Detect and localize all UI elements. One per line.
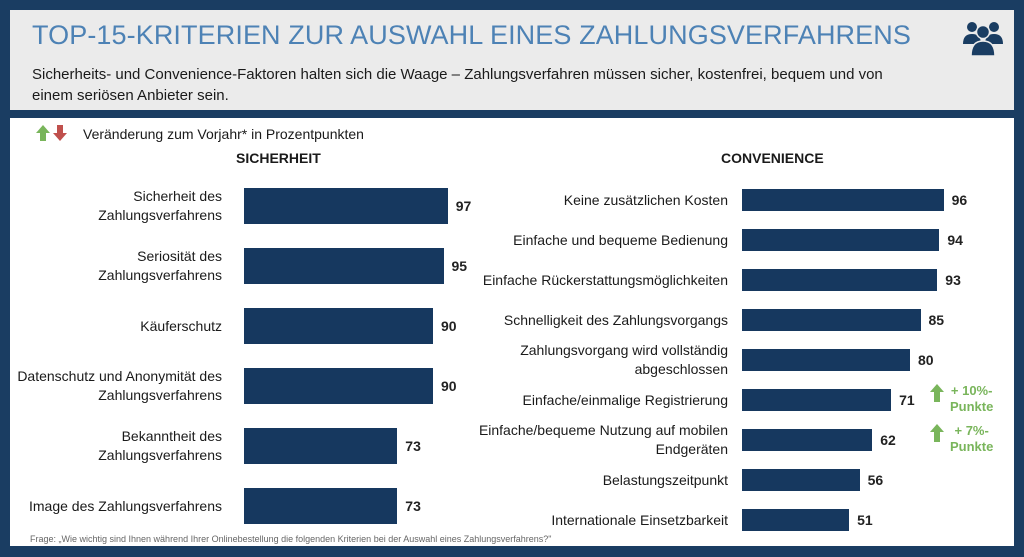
bar <box>244 188 448 224</box>
bar-label: Zahlungsvorgang wird vollständig abgesch… <box>520 342 728 377</box>
bar-value-label: 56 <box>867 472 884 488</box>
bar-label: Bekanntheit des Zahlungsverfahrens <box>98 428 222 463</box>
change-annotation: + 10%- Punkte <box>930 383 993 415</box>
bar-label: Belastungszeitpunkt <box>602 471 728 488</box>
bar <box>244 308 433 344</box>
bar-value-label: 97 <box>455 198 472 214</box>
bar <box>742 509 850 531</box>
bar-label: Einfache/einmalige Registrierung <box>522 391 728 408</box>
chart-title-sicherheit: SICHERHEIT <box>236 150 321 166</box>
bar-label: Käuferschutz <box>140 317 222 334</box>
arrow-down-icon <box>53 125 67 141</box>
arrow-up-icon <box>36 125 50 141</box>
bar <box>742 309 921 331</box>
bar <box>244 248 444 284</box>
bar <box>742 229 940 251</box>
change-value: + 7%- <box>954 423 989 438</box>
page-subtitle: Sicherheits- und Convenience-Faktoren ha… <box>32 66 883 104</box>
bar <box>244 428 398 464</box>
bar-label: Image des Zahlungsverfahrens <box>29 497 222 514</box>
bar <box>742 349 910 371</box>
bar <box>742 429 873 451</box>
bar <box>244 488 398 524</box>
bar-label: Datenschutz und Anonymität des Zahlungsv… <box>17 368 222 403</box>
bar-label: Einfache Rückerstattungsmöglichkeiten <box>482 271 728 288</box>
arrow-up-icon <box>930 384 944 402</box>
bar-value-label: 51 <box>857 512 873 528</box>
bar-value-label: 62 <box>880 432 896 448</box>
bar-label: Sicherheit des Zahlungsverfahrens <box>98 188 222 223</box>
people-group-icon <box>963 22 1003 57</box>
bar-value-label: 80 <box>918 352 934 368</box>
bar-value-label: 94 <box>947 232 963 248</box>
bar-value-label: 71 <box>899 392 915 408</box>
arrow-up-icon <box>930 424 944 442</box>
header-panel: TOP-15-KRITERIEN ZUR AUSWAHL EINES ZAHLU… <box>10 10 1014 110</box>
bar-value-label: 73 <box>405 498 421 514</box>
bar-value-label: 90 <box>441 378 457 394</box>
chart-panel: Veränderung zum Vorjahr* in Prozentpunkt… <box>10 118 1014 546</box>
chart-title-convenience: CONVENIENCE <box>721 150 824 166</box>
bar-label: Internationale Einsetzbarkeit <box>551 511 728 528</box>
bar <box>244 368 433 404</box>
change-annotation: + 7%- Punkte <box>930 423 993 455</box>
bar-label: Keine zusätzlichen Kosten <box>563 191 728 208</box>
bar-value-label: 73 <box>405 438 421 454</box>
bar-value-label: 93 <box>945 272 961 288</box>
bar-value-label: 90 <box>441 318 457 334</box>
bar <box>742 389 892 411</box>
bar-label: Schnelligkeit des Zahlungsvorgangs <box>503 311 728 328</box>
footnote: Frage: „Wie wichtig sind Ihnen während I… <box>30 534 552 544</box>
bar-label: Einfache/bequeme Nutzung auf mobilen End… <box>478 422 728 457</box>
page-title: TOP-15-KRITERIEN ZUR AUSWAHL EINES ZAHLU… <box>32 20 911 50</box>
bar <box>742 469 860 491</box>
bar <box>742 189 944 211</box>
change-unit: Punkte <box>950 399 994 414</box>
bar-value-label: 95 <box>451 258 468 274</box>
bar-label: Einfache und bequeme Bedienung <box>513 231 728 248</box>
change-unit: Punkte <box>950 439 994 454</box>
bar-value-label: 96 <box>951 192 968 208</box>
legend-label: Veränderung zum Vorjahr* in Prozentpunkt… <box>83 126 364 142</box>
legend <box>36 125 67 141</box>
bar <box>742 269 938 291</box>
bar-value-label: 85 <box>928 312 945 328</box>
change-value: + 10%- <box>950 383 993 398</box>
bar-label: Seriosität des Zahlungsverfahrens <box>98 248 222 283</box>
